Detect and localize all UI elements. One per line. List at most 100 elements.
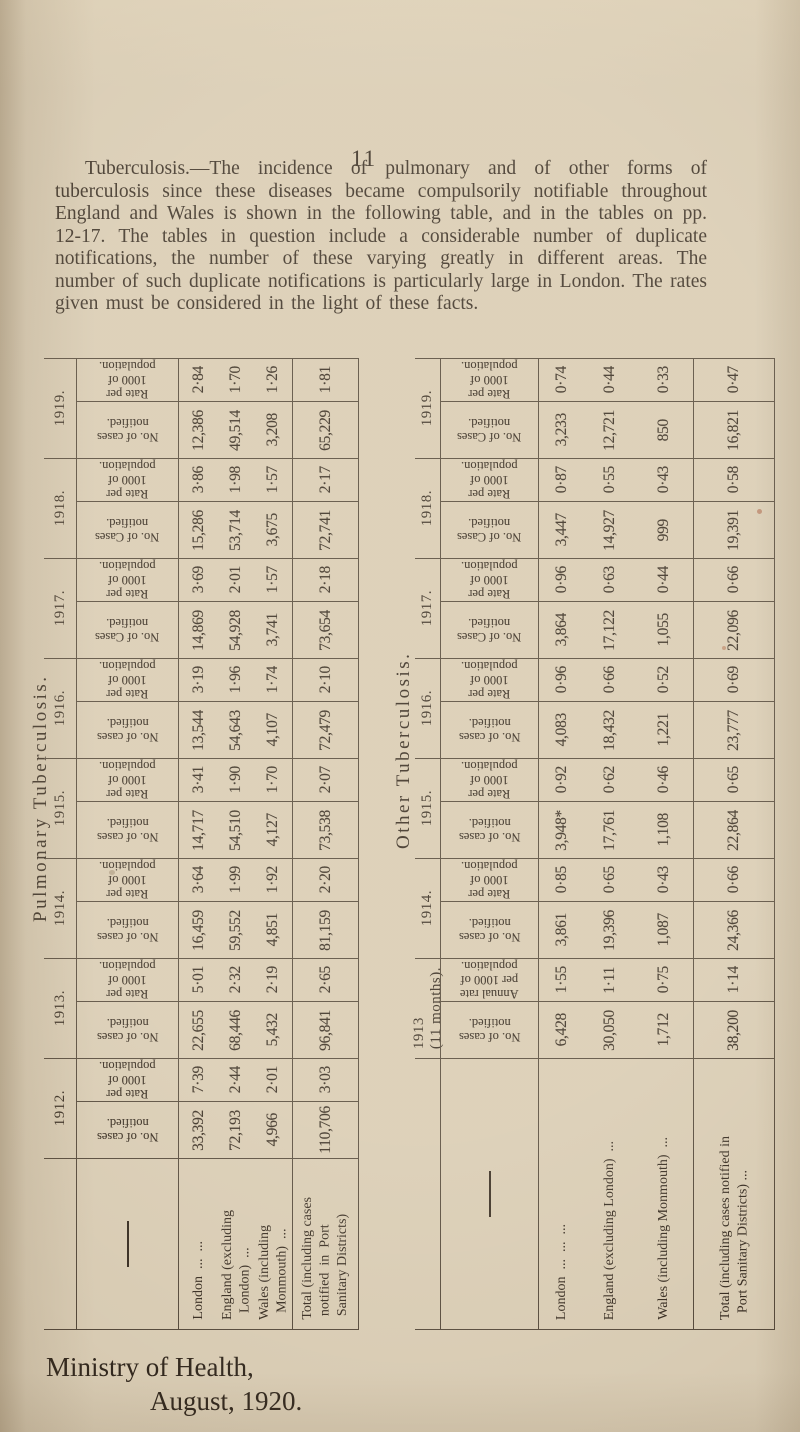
- rate-value-text: 1·96: [227, 666, 245, 694]
- cases-value: 72,479: [292, 702, 359, 758]
- rate-per-1000-header: Rate per 1000 of population.: [440, 658, 538, 702]
- cases-value: 54,510: [218, 802, 254, 858]
- rate-value: 1·99: [218, 858, 254, 902]
- rate-value-text: 0·43: [655, 466, 673, 494]
- rate-value: 0·69: [693, 658, 775, 702]
- rate-per-1000-header: Rate per 1000 of population.: [76, 758, 178, 802]
- cases-notified-header: No. of cases notified.: [76, 402, 178, 458]
- rate-value-text: 3·64: [189, 866, 207, 894]
- rate-value-text: 1·11: [601, 966, 619, 994]
- rate-header-text: Rate per 1000 of population.: [461, 359, 518, 401]
- rate-value-text: 2·01: [227, 566, 245, 594]
- rate-value: 2·20: [292, 858, 359, 902]
- cases-value: 54,643: [218, 702, 254, 758]
- rate-value: 2·32: [218, 958, 254, 1002]
- rate-header-text: Rate per 1000 of population.: [461, 459, 518, 501]
- rate-value-text: 2·84: [189, 366, 207, 394]
- cases-value: 49,514: [218, 402, 254, 458]
- rate-value: 1·74: [254, 658, 292, 702]
- cases-value-text: 1,087: [655, 913, 673, 947]
- rate-per-1000-header: Rate per 1000 of population.: [76, 658, 178, 702]
- cases-value-text: 65,229: [316, 409, 334, 451]
- rate-per-1000-header: Rate per 1000 of population.: [440, 458, 538, 502]
- rate-value: 1·70: [218, 358, 254, 402]
- cases-value: 30,050: [585, 1002, 635, 1058]
- rate-value-text: 2·07: [316, 766, 334, 794]
- cases-value-text: 12,721: [601, 409, 619, 451]
- rate-value: 2·01: [218, 558, 254, 602]
- year-label: 1915.: [44, 758, 76, 858]
- cases-value-text: 3,864: [553, 613, 571, 647]
- year-label-text: 1917.: [419, 590, 436, 627]
- cases-value-text: 54,510: [227, 809, 245, 851]
- rate-value-text: 1·98: [227, 466, 245, 494]
- year-label: 1916.: [415, 658, 440, 758]
- rate-value-text: 0·43: [655, 866, 673, 894]
- rate-value: 0·96: [538, 658, 585, 702]
- cases-value: 12,386: [178, 402, 218, 458]
- rate-value: 3·64: [178, 858, 218, 902]
- rate-value-text: 0·52: [655, 666, 673, 694]
- cases-value-text: 13,544: [189, 709, 207, 751]
- year-label: 1919.: [44, 358, 76, 458]
- cases-value: 17,122: [585, 602, 635, 658]
- corner-dash: [488, 1171, 491, 1217]
- cases-header-text: No. of Cases notified.: [457, 516, 522, 544]
- rate-value-text: 0·65: [601, 866, 619, 894]
- year-label: 1913.: [44, 958, 76, 1058]
- year-label-text: 1918.: [51, 490, 68, 527]
- cases-value-text: 4,107: [264, 713, 282, 747]
- cases-value-text: 72,741: [316, 509, 334, 551]
- cases-value: 3,864: [538, 602, 585, 658]
- rate-value-text: 0·74: [553, 366, 571, 394]
- rate-value: 7·39: [178, 1058, 218, 1102]
- rate-value: 0·62: [585, 758, 635, 802]
- rate-value-text: 1·14: [725, 966, 743, 994]
- cases-value: 1,087: [635, 902, 693, 958]
- rate-value-text: 5·01: [189, 966, 207, 994]
- rate-value-text: 0·92: [553, 766, 571, 794]
- cases-value: 59,552: [218, 902, 254, 958]
- year-label-text: 1916.: [419, 690, 436, 727]
- cases-notified-header: No. of cases notified.: [440, 902, 538, 958]
- row-label-england-excluding-london-text: England (excluding London) ...: [219, 1209, 253, 1320]
- rate-value-text: 0·58: [725, 466, 743, 494]
- rate-header-text: Rate per 1000 of population.: [461, 559, 518, 601]
- intro-paragraph: Tuberculosis.—The incidence of pulmonary…: [55, 158, 707, 314]
- rate-value-text: 1·57: [264, 566, 282, 594]
- cases-value-text: 24,366: [725, 909, 743, 951]
- cases-value: 1,221: [635, 702, 693, 758]
- rate-value-text: 0·65: [725, 766, 743, 794]
- rate-value-text: 0·66: [601, 666, 619, 694]
- rate-value-text: 3·69: [189, 566, 207, 594]
- cases-value-text: 22,096: [725, 609, 743, 651]
- cases-value-text: 3,233: [553, 413, 571, 447]
- cases-value-text: 14,927: [601, 509, 619, 551]
- cases-value: 13,544: [178, 702, 218, 758]
- rate-value-text: 2·19: [264, 966, 282, 994]
- rate-header-text: Rate per 1000 of population.: [461, 659, 518, 701]
- year-label: 1913 (11 months).: [411, 958, 444, 1058]
- cases-notified-header: No. of cases notified.: [76, 1102, 178, 1158]
- cases-value: 19,396: [585, 902, 635, 958]
- cases-notified-header: No. of Cases notified.: [440, 402, 538, 458]
- cases-value-text: 5,432: [264, 1013, 282, 1047]
- rate-value-text: 3·41: [189, 766, 207, 794]
- rate-value-text: 0·69: [725, 666, 743, 694]
- rate-value: 0·75: [635, 958, 693, 1002]
- cases-value: 72,741: [292, 502, 359, 558]
- cases-notified-header: No. of cases notified.: [440, 802, 538, 858]
- rate-value-text: 2·65: [316, 966, 334, 994]
- cases-value-text: 3,208: [264, 413, 282, 447]
- cases-value-text: 6,428: [553, 1013, 571, 1047]
- cases-value-text: 12,386: [189, 409, 207, 451]
- year-label-text: 1912.: [51, 1090, 68, 1127]
- rate-value-text: 0·96: [553, 666, 571, 694]
- rate-per-1000-header: Rate per 1000 of population.: [76, 558, 178, 602]
- cases-value: 18,432: [585, 702, 635, 758]
- year-label: 1914.: [415, 858, 440, 958]
- rate-value: 1·55: [538, 958, 585, 1002]
- pulmonary-tuberculosis-table: 1919. Rate per 1000 of population. 2·84 1·70 1…: [44, 358, 359, 1330]
- cases-value-text: 23,777: [725, 709, 743, 751]
- cases-value: 23,777: [693, 702, 775, 758]
